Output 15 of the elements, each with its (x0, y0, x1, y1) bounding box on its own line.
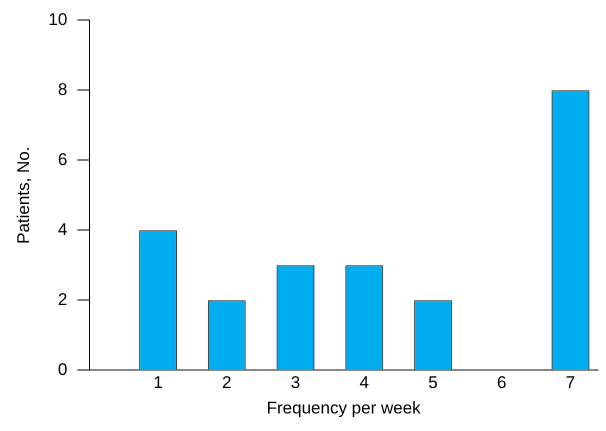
y-tick-label: 8 (58, 80, 68, 99)
y-tick-label: 2 (58, 290, 68, 309)
x-tick-label: 6 (497, 373, 506, 392)
x-axis-title: Frequency per week (266, 398, 422, 418)
y-tick-label: 4 (58, 220, 68, 239)
y-tick-label: 0 (58, 360, 68, 379)
x-tick-label: 4 (360, 373, 370, 392)
y-tick-label: 10 (48, 10, 68, 29)
x-tick-label: 3 (290, 373, 300, 392)
x-tick-label: 1 (153, 373, 163, 392)
y-axis-title: Patients, No. (14, 146, 33, 244)
x-tick-label: 2 (222, 373, 232, 392)
x-tick-label: 7 (566, 373, 576, 392)
y-tick-label: 6 (58, 150, 68, 169)
x-tick-label: 5 (428, 373, 438, 392)
